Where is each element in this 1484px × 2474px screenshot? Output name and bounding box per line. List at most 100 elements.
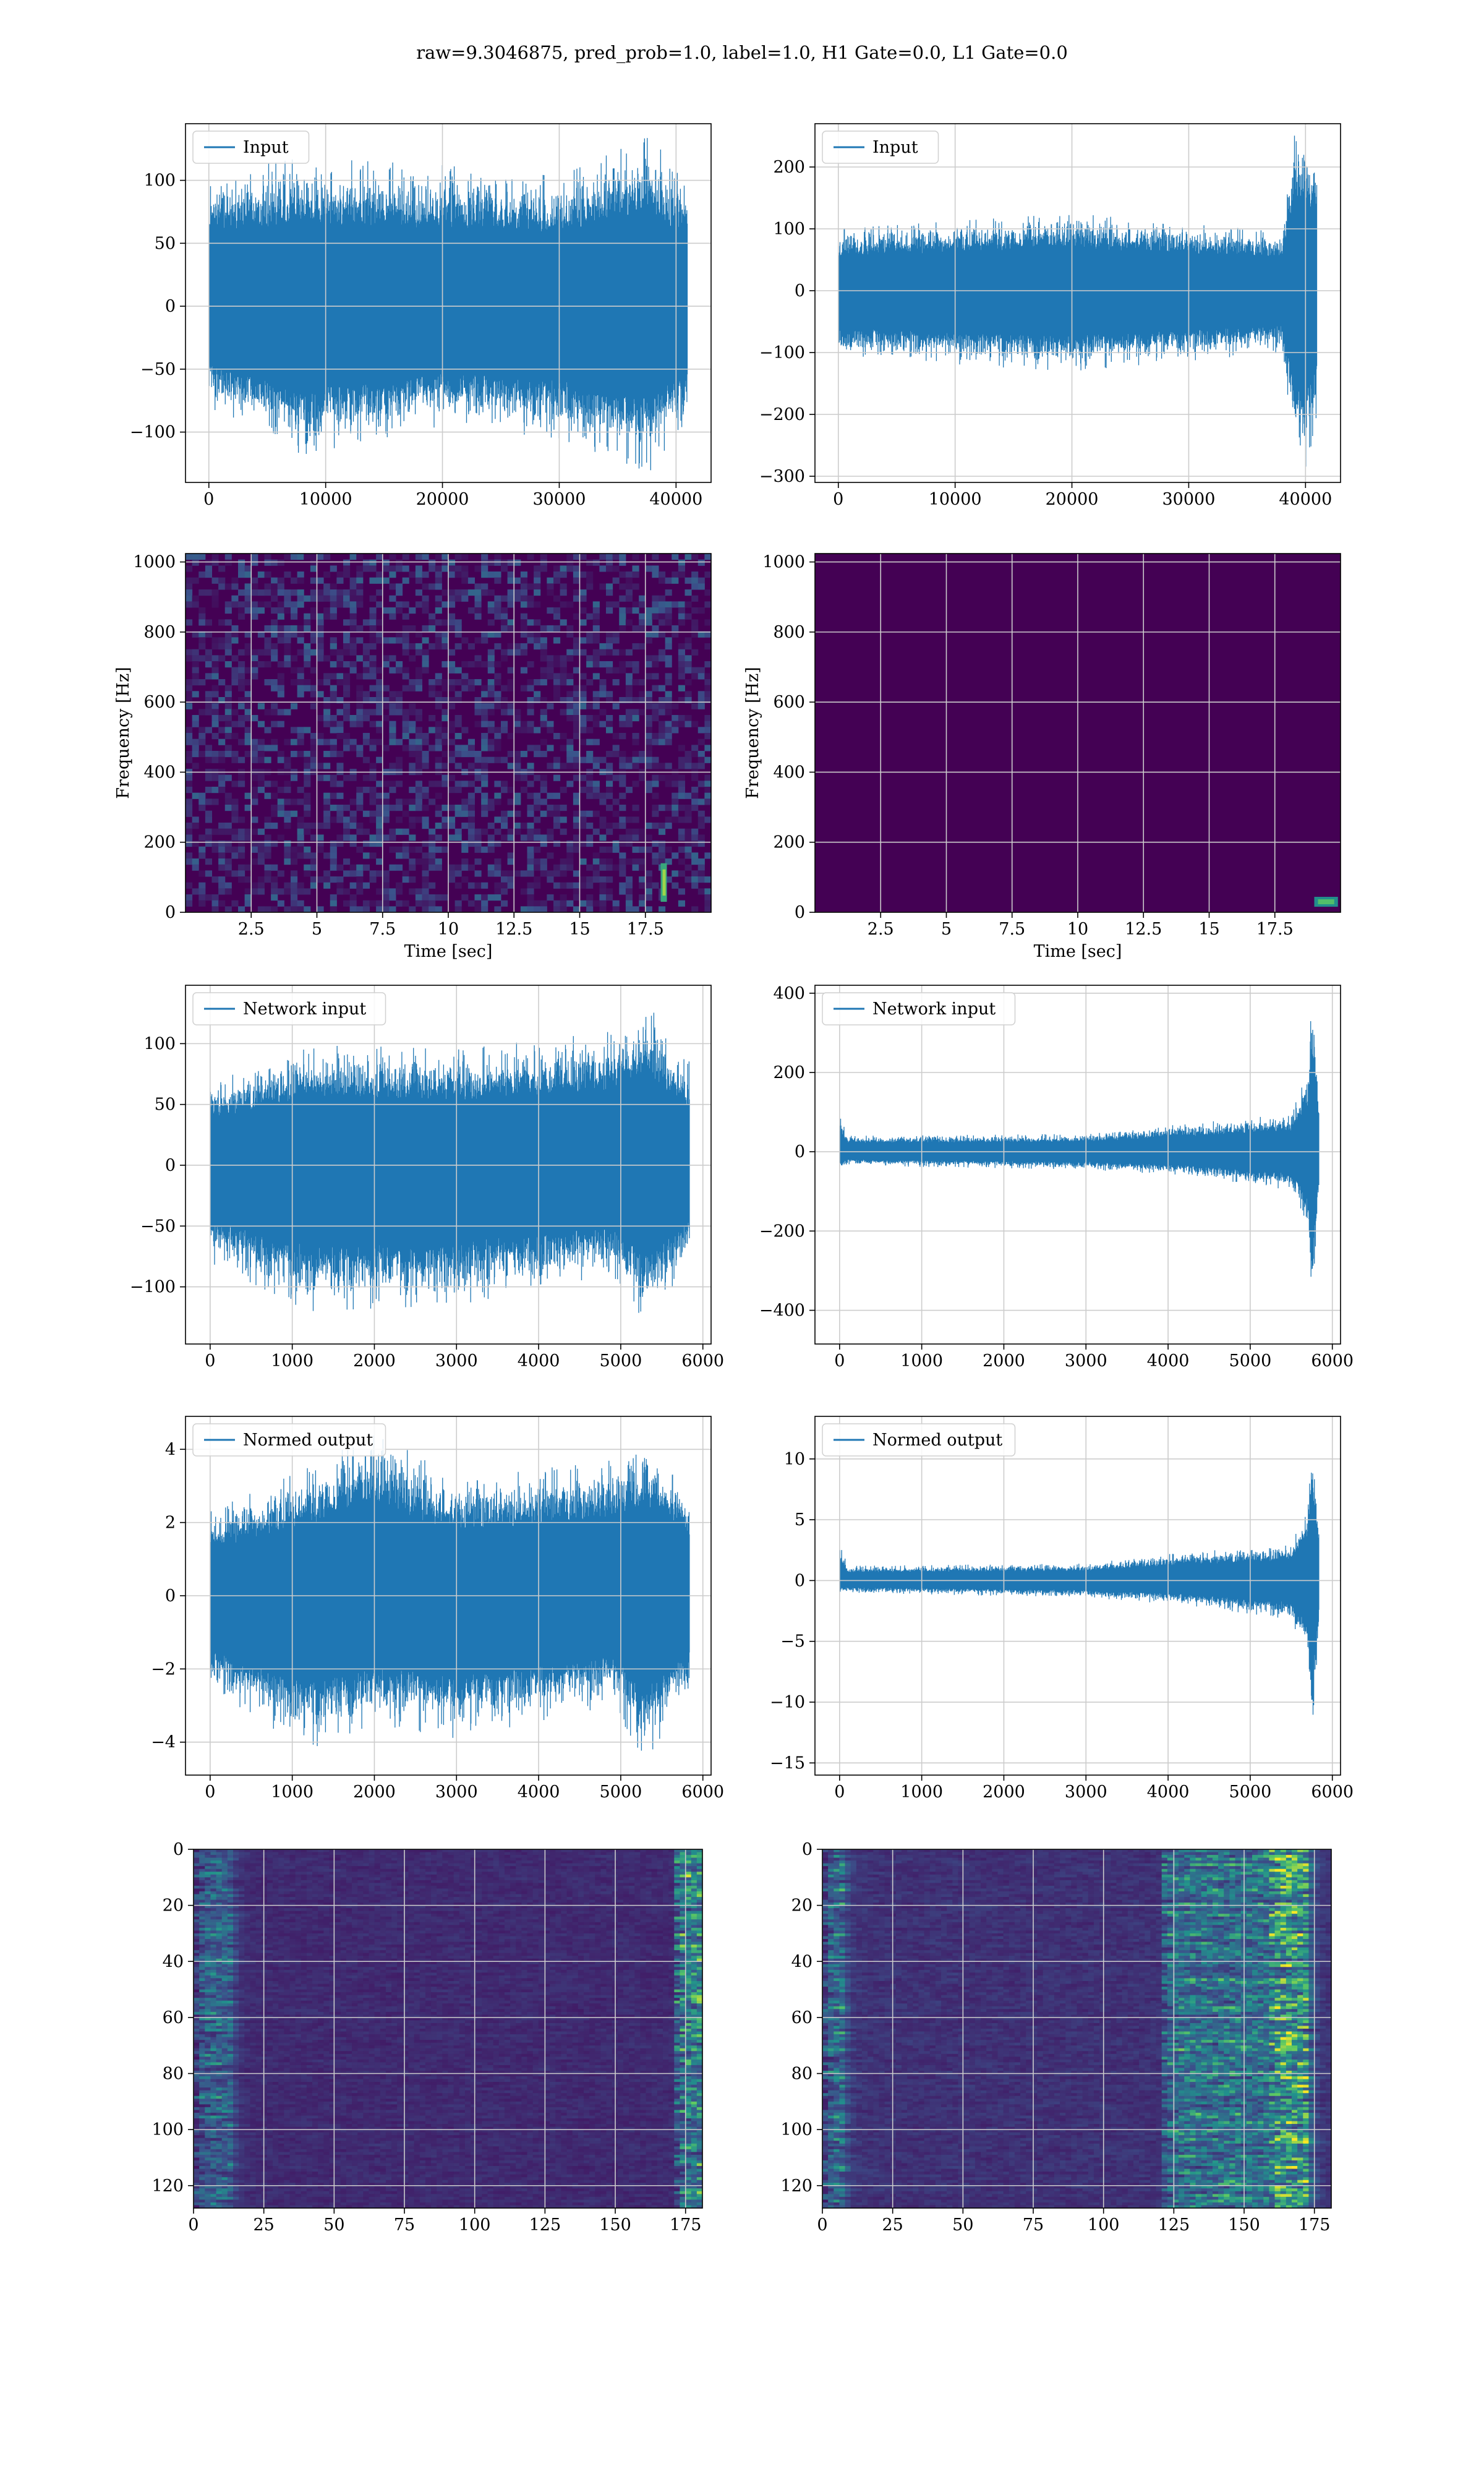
heatmap-cell <box>349 894 357 901</box>
heatmap-cell <box>678 834 685 841</box>
heatmap-cell <box>566 1866 573 1870</box>
heatmap-cell <box>507 763 514 769</box>
heatmap-cell <box>510 1888 516 1892</box>
heatmap-cell <box>453 1863 460 1867</box>
heatmap-cell <box>408 1914 415 1917</box>
heatmap-cell <box>507 649 514 656</box>
heatmap-cell <box>652 625 659 632</box>
heatmap-cell <box>514 810 521 817</box>
heatmap-cell <box>691 703 699 709</box>
heatmap-cell <box>498 1877 505 1881</box>
heatmap-cell <box>192 601 199 608</box>
heatmap-cell <box>665 661 672 668</box>
heatmap-cell <box>396 846 403 853</box>
heatmap-cell <box>317 619 324 626</box>
heatmap-cell <box>297 882 304 889</box>
heatmap-cell <box>346 1905 352 1909</box>
heatmap-cell <box>487 1872 494 1875</box>
heatmap-cell <box>318 1908 324 1912</box>
heatmap-cell <box>459 1868 466 1872</box>
heatmap-cell <box>684 554 692 560</box>
heatmap-cell <box>474 751 482 758</box>
heatmap-cell <box>255 1860 262 1864</box>
heatmap-cell <box>352 1905 358 1909</box>
heatmap-cell <box>431 1883 437 1886</box>
heatmap-cell <box>278 1868 284 1872</box>
heatmap-cell <box>415 745 422 751</box>
heatmap-cell <box>397 1888 403 1892</box>
heatmap-cell <box>289 1891 296 1895</box>
heatmap-cell <box>566 1894 573 1898</box>
heatmap-cell <box>555 1903 561 1906</box>
heatmap-cell <box>380 1872 386 1875</box>
heatmap-cell <box>691 577 699 584</box>
heatmap-cell <box>330 906 337 912</box>
heatmap-cell <box>527 792 534 799</box>
heatmap-cell <box>665 846 672 853</box>
heatmap-cell <box>494 697 501 704</box>
heatmap-cell <box>704 631 711 638</box>
y-tick-label: −2 <box>151 1659 176 1679</box>
heatmap-cell <box>527 1877 534 1881</box>
heatmap-cell <box>221 1877 228 1881</box>
heatmap-cell <box>646 1908 652 1912</box>
heatmap-cell <box>264 756 271 763</box>
heatmap-cell <box>211 774 219 781</box>
heatmap-cell <box>566 756 574 763</box>
heatmap-cell <box>435 858 442 865</box>
heatmap-cell <box>510 1894 516 1898</box>
heatmap-cell <box>194 1866 200 1870</box>
heatmap-cell <box>396 763 403 769</box>
heatmap-cell <box>619 888 626 895</box>
heatmap-cell <box>561 1872 568 1875</box>
heatmap-cell <box>606 781 613 787</box>
heatmap-cell <box>442 1891 449 1895</box>
heatmap-cell <box>389 595 396 602</box>
heatmap-cell <box>233 1863 239 1867</box>
heatmap-cell <box>514 589 521 596</box>
heatmap-cell <box>668 1888 675 1892</box>
heatmap-cell <box>453 1888 460 1892</box>
heatmap-cell <box>481 774 488 781</box>
heatmap-cell <box>429 745 436 751</box>
heatmap-cell <box>221 1872 228 1875</box>
heatmap-cell <box>586 810 594 817</box>
heatmap-cell <box>198 733 206 740</box>
heatmap-cell <box>657 1877 663 1881</box>
heatmap-cell <box>306 1868 313 1872</box>
heatmap-cell <box>250 1905 257 1909</box>
heatmap-cell <box>352 1903 358 1906</box>
heatmap-cell <box>376 721 383 727</box>
heatmap-cell <box>550 1911 556 1914</box>
heatmap-cell <box>335 1888 341 1892</box>
heatmap-cell <box>194 1897 200 1901</box>
heatmap-cell <box>527 1855 534 1859</box>
heatmap-cell <box>476 1911 482 1914</box>
heatmap-cell <box>619 715 626 722</box>
heatmap-cell <box>382 876 390 883</box>
heatmap-cell <box>573 595 580 602</box>
heatmap-cell <box>224 882 232 889</box>
heatmap-cell <box>374 1911 381 1914</box>
heatmap-cell <box>448 619 456 626</box>
heatmap-cell <box>244 1863 251 1867</box>
heatmap-cell <box>198 727 206 734</box>
heatmap-cell <box>244 607 252 614</box>
heatmap-cell <box>467 589 475 596</box>
x-axis-label: Time [sec] <box>1034 942 1122 961</box>
heatmap-cell <box>306 1894 313 1898</box>
heatmap-cell <box>481 559 488 566</box>
heatmap-cell <box>349 834 357 841</box>
heatmap-cell <box>199 1866 205 1870</box>
heatmap-cell <box>352 1914 358 1917</box>
heatmap-cell <box>629 1894 635 1898</box>
heatmap-cell <box>297 823 304 829</box>
heatmap-cell <box>534 619 541 626</box>
heatmap-cell <box>239 1877 245 1881</box>
heatmap-cell <box>521 1897 528 1901</box>
x-tick-label: 10 <box>438 920 459 939</box>
heatmap-cell <box>356 601 364 608</box>
heatmap-cell <box>652 601 659 608</box>
heatmap-cell <box>396 691 403 698</box>
heatmap-cell <box>662 1888 669 1892</box>
